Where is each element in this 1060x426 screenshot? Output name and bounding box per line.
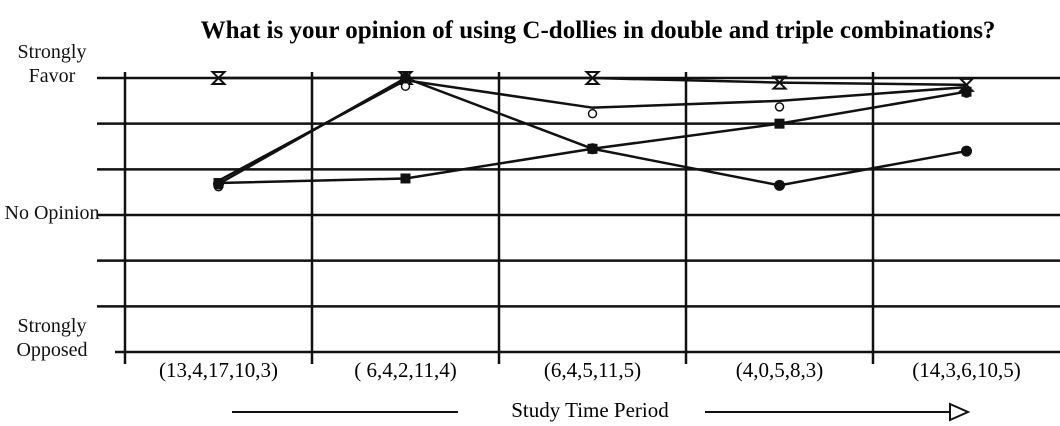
marker-circle (587, 143, 598, 155)
x-arrow-head (949, 402, 971, 422)
x-tick-label: (14,3,6,10,5) (912, 358, 1021, 382)
marker-open-circle (587, 108, 598, 119)
marker-hourglass (771, 75, 788, 90)
marker-circle (213, 178, 224, 190)
marker-square (400, 173, 411, 184)
y-tick-label: Strongly Favor (17, 41, 87, 87)
x-tick-label: (6,4,5,11,5) (544, 358, 641, 382)
x-axis-label: Study Time Period (511, 398, 669, 422)
x-tick-label: (4,0,5,8,3) (736, 358, 824, 382)
chart-title: What is your opinion of using C-dollies … (201, 17, 996, 44)
marker-hourglass (584, 71, 601, 85)
marker-circle (400, 72, 411, 84)
marker-square (961, 86, 972, 97)
y-tick-label: Strongly Opposed (16, 315, 88, 361)
y-tick-label: No Opinion (4, 202, 100, 224)
x-tick-label: ( 6,4,2,11,4) (354, 358, 456, 382)
x-tick-label: (13,4,17,10,3) (159, 358, 278, 382)
marker-open-circle (774, 102, 785, 112)
marker-circle (961, 145, 972, 157)
marker-hourglass (210, 71, 227, 85)
marker-square (774, 118, 785, 129)
series-line (217, 78, 967, 182)
marker-circle (774, 179, 785, 191)
